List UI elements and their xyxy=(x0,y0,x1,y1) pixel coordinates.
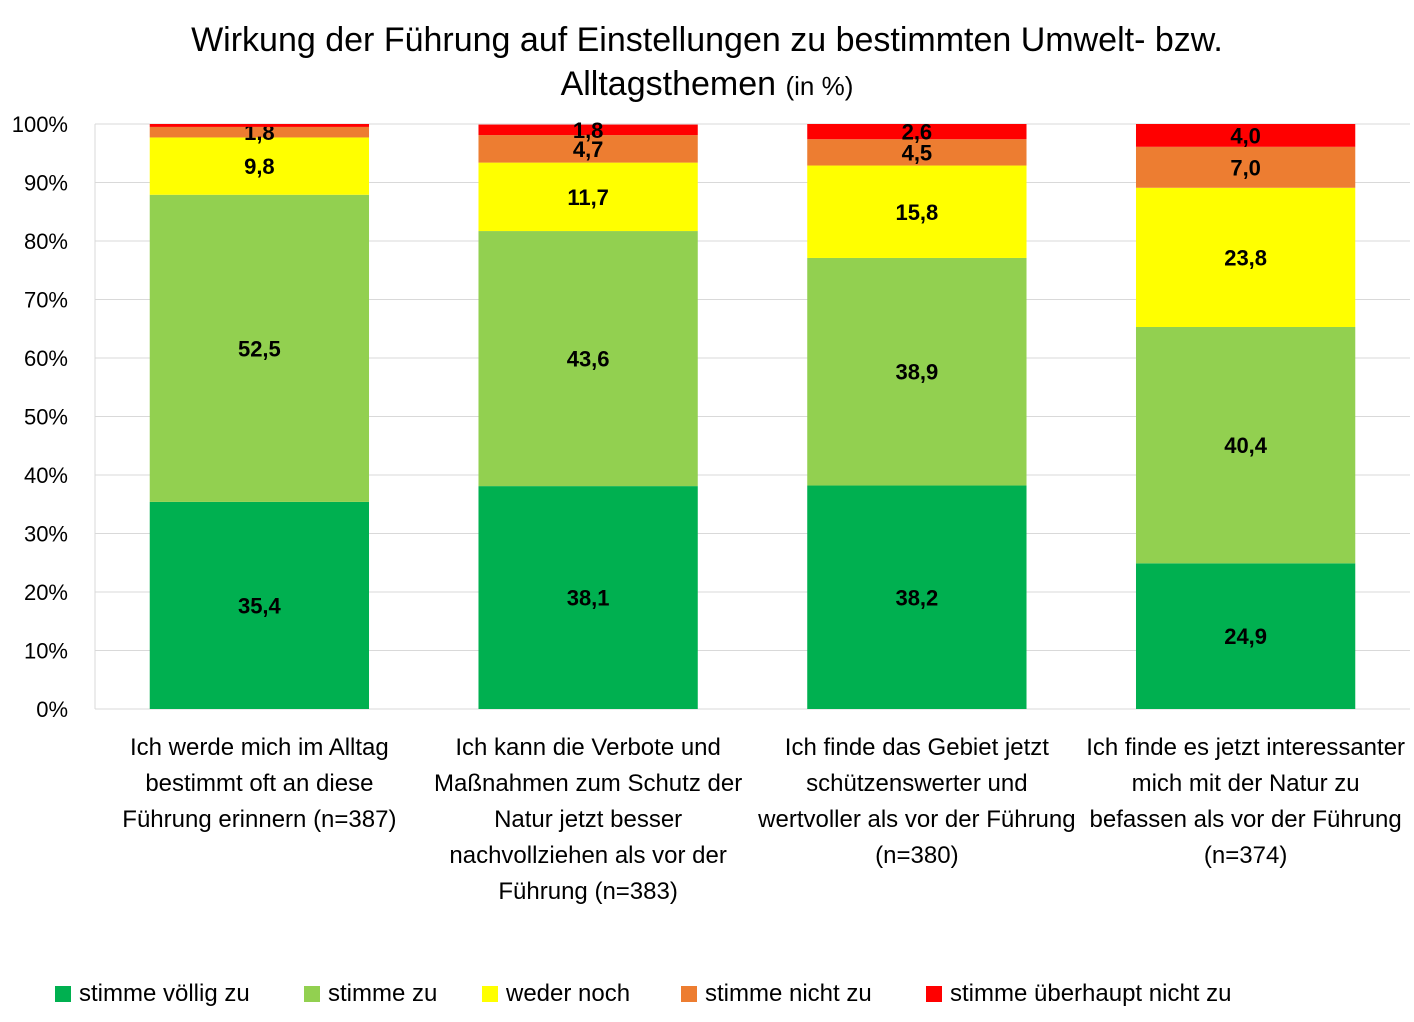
data-label: 1,8 xyxy=(244,120,275,145)
data-label: 38,2 xyxy=(895,585,938,610)
legend: stimme völlig zu stimme zu weder noch stimm… xyxy=(0,976,1414,1012)
data-label: 52,5 xyxy=(238,336,281,361)
legend-item: stimme zu xyxy=(304,976,437,1012)
y-tick-label: 60% xyxy=(24,346,68,371)
y-tick-label: 80% xyxy=(24,229,68,254)
y-tick-label: 40% xyxy=(24,463,68,488)
bar-segment xyxy=(149,501,370,709)
chart-title-line-1: Wirkung der Führung auf Einstellungen zu… xyxy=(191,21,1223,59)
y-tick-label: 50% xyxy=(24,405,68,430)
y-tick-label: 10% xyxy=(24,639,68,664)
data-label: 24,9 xyxy=(1224,624,1267,649)
data-label: 1,8 xyxy=(573,118,604,143)
data-label: 38,9 xyxy=(895,360,938,385)
legend-swatch xyxy=(926,986,942,1002)
legend-label: stimme zu xyxy=(328,980,438,1007)
bar-segment xyxy=(1135,124,1356,147)
bar-segment xyxy=(1135,563,1356,709)
data-label: 4,0 xyxy=(1230,123,1261,148)
x-category-label: Ich finde es jetzt interessanter mich mi… xyxy=(1086,734,1406,869)
bar-segment xyxy=(1135,326,1356,564)
y-tick-label: 20% xyxy=(24,580,68,605)
bar-segment xyxy=(149,137,370,195)
y-tick-label: 100% xyxy=(12,112,68,137)
legend-swatch xyxy=(681,986,697,1002)
data-label: 7,0 xyxy=(1230,155,1261,180)
y-tick-label: 30% xyxy=(24,522,68,547)
legend-item: stimme nicht zu xyxy=(681,976,872,1012)
chart-title: Wirkung der Führung auf Einstellungen zu… xyxy=(0,18,1414,108)
chart-title-line-2: Alltagsthemen xyxy=(560,65,777,103)
legend-item: stimme überhaupt nicht zu xyxy=(926,976,1231,1012)
x-category-label: Ich werde mich im Alltag bestimmt oft an… xyxy=(122,734,397,833)
data-label: 15,8 xyxy=(895,200,938,225)
legend-swatch xyxy=(482,986,498,1002)
legend-item: weder noch xyxy=(482,976,630,1012)
bar-segment xyxy=(478,486,698,709)
bar-segment xyxy=(478,231,698,487)
legend-swatch xyxy=(55,986,71,1002)
legend-item: stimme völlig zu xyxy=(55,976,250,1012)
data-label: 40,4 xyxy=(1224,433,1268,458)
bar-segment xyxy=(1135,187,1356,327)
legend-label: weder noch xyxy=(506,980,631,1007)
bar-segment xyxy=(1135,146,1356,188)
legend-swatch xyxy=(304,986,320,1002)
data-label: 43,6 xyxy=(567,347,610,372)
data-label: 4,5 xyxy=(902,140,933,165)
bar-segment xyxy=(149,126,370,138)
y-tick-label: 0% xyxy=(36,697,68,722)
x-category-label: Ich finde das Gebiet jetzt schützenswert… xyxy=(758,734,1076,869)
legend-label: stimme überhaupt nicht zu xyxy=(950,980,1232,1007)
data-label: 9,8 xyxy=(244,154,275,179)
data-label: 11,7 xyxy=(567,185,609,210)
data-label: 35,4 xyxy=(238,593,282,618)
bar-segment xyxy=(807,485,1027,709)
legend-label: stimme völlig zu xyxy=(79,980,250,1007)
data-label: 4,7 xyxy=(573,137,604,162)
legend-label: stimme nicht zu xyxy=(705,980,872,1007)
y-tick-label: 90% xyxy=(24,171,68,196)
y-tick-label: 70% xyxy=(24,288,68,313)
bar-segment xyxy=(807,257,1027,486)
bar-segment xyxy=(478,124,698,136)
bar-segment xyxy=(149,194,370,502)
bar-segment xyxy=(478,135,698,163)
chart-title-unit: (in %) xyxy=(785,71,854,101)
bar-segment xyxy=(478,162,698,232)
bar-segment xyxy=(807,124,1027,140)
data-label: 23,8 xyxy=(1224,245,1267,270)
bar-segment xyxy=(807,139,1027,166)
x-category-label: Ich kann die Verbote und Maßnahmen zum S… xyxy=(434,734,743,905)
bar-segment xyxy=(807,165,1027,258)
bar-segment xyxy=(149,124,370,127)
data-label: 2,6 xyxy=(902,120,933,145)
data-label: 38,1 xyxy=(567,586,610,611)
